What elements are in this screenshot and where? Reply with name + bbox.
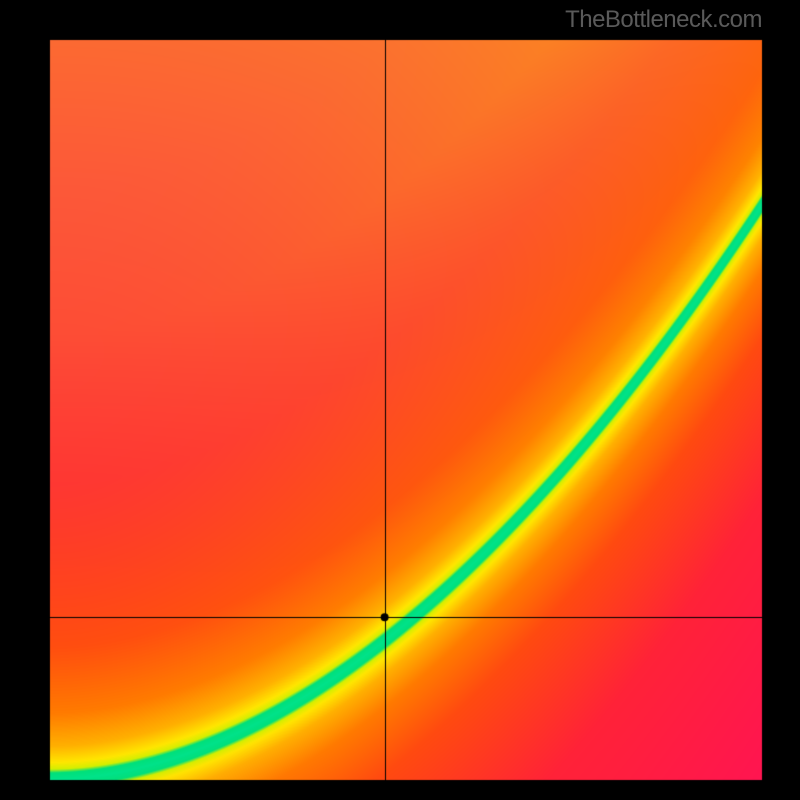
chart-container: TheBottleneck.com	[0, 0, 800, 800]
bottleneck-heatmap	[0, 0, 800, 800]
watermark-text: TheBottleneck.com	[565, 6, 762, 34]
